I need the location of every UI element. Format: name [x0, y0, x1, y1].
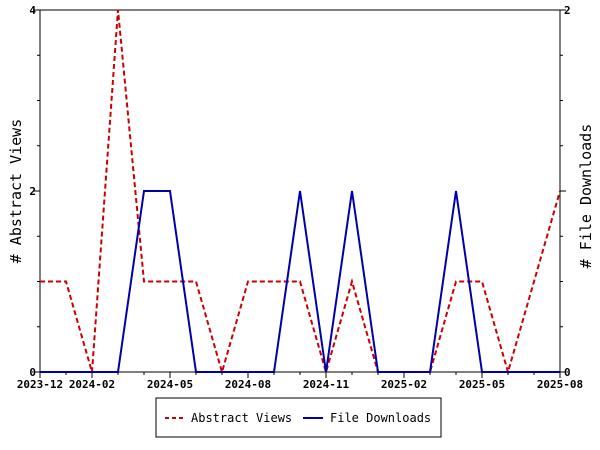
y-tick-label: 4 — [29, 4, 36, 17]
x-tick-label: 2025-02 — [381, 378, 427, 391]
y2-tick-label: 0 — [564, 366, 571, 379]
y2-axis-title: # File Downloads — [577, 124, 595, 269]
x-tick-label: 2025-08 — [537, 378, 583, 391]
x-tick-label: 2024-02 — [69, 378, 115, 391]
legend: Abstract Views File Downloads — [155, 397, 442, 438]
x-axis-ticks: 2023-12 2024-02 2024-05 2024-08 2024-11 2025-… — [17, 372, 583, 391]
x-tick-label: 2023-12 — [17, 378, 63, 391]
x-tick-label: 2024-11 — [303, 378, 350, 391]
y-axis-title: # Abstract Views — [7, 119, 25, 264]
legend-label-abstract-views: Abstract Views — [191, 411, 292, 425]
y-tick-label: 2 — [29, 185, 36, 198]
x-tick-label: 2024-05 — [147, 378, 193, 391]
legend-box — [155, 397, 442, 438]
legend-label-file-downloads: File Downloads — [330, 411, 431, 425]
y2-axis-ticks: 02 — [560, 4, 571, 379]
x-tick-label: 2024-08 — [225, 378, 271, 391]
y-tick-label: 0 — [29, 366, 36, 379]
y2-tick-label: 2 — [564, 4, 571, 17]
series-line-abstract-views — [40, 9, 561, 376]
y-axis-ticks: 0 2 4 — [29, 4, 40, 379]
series-line-file-downloads — [40, 190, 560, 373]
x-tick-label: 2025-05 — [459, 378, 505, 391]
series-layer — [40, 9, 561, 376]
